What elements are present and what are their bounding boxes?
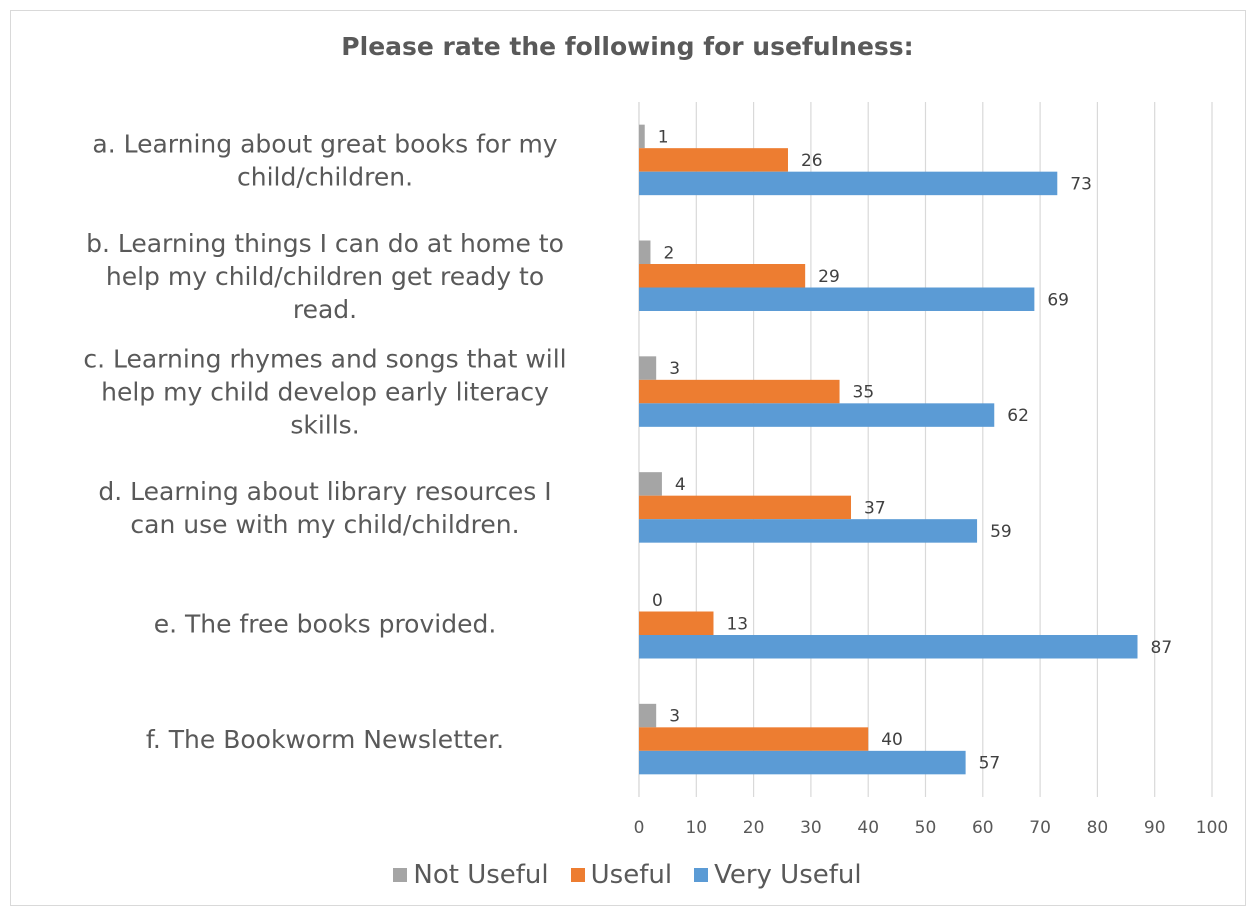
bar-not-useful-2: [639, 356, 657, 380]
category-label: b. Learning things I can do at home to: [86, 229, 564, 258]
data-label: 73: [1070, 174, 1092, 194]
bar-very-useful-1: [639, 287, 1035, 311]
data-label: 59: [990, 522, 1012, 542]
data-label: 62: [1007, 406, 1029, 426]
category-label: can use with my child/children.: [130, 510, 519, 539]
data-label: 29: [818, 267, 840, 287]
category-label: help my child/children get ready to: [106, 262, 544, 291]
legend-item-not-useful: Not Useful: [393, 860, 549, 890]
category-labels: a. Learning about great books for my chil…: [83, 129, 566, 754]
bar-very-useful-4: [639, 635, 1138, 659]
category-label: child/children.: [237, 162, 413, 191]
bar-useful-2: [639, 379, 840, 404]
category-label: c. Learning rhymes and songs that will: [83, 345, 566, 374]
x-tick-label: 30: [800, 818, 822, 838]
data-label: 3: [669, 359, 680, 379]
bar-very-useful-3: [639, 519, 978, 543]
x-tick-label: 80: [1087, 818, 1109, 838]
legend-label: Very Useful: [714, 860, 862, 890]
bar-very-useful-0: [639, 171, 1058, 196]
legend-swatch: [694, 868, 709, 882]
data-label: 69: [1047, 290, 1069, 310]
gridlines: [638, 102, 1213, 797]
bar-not-useful-5: [639, 703, 657, 728]
legend-label: Useful: [590, 860, 673, 890]
chart-title: Please rate the following for usefulness…: [341, 32, 914, 61]
data-labels: 1 26 73 2 29 69 3 35 62 4 37 59 0 13 87 3 40 57: [652, 127, 1172, 773]
category-label: skills.: [290, 411, 359, 440]
bar-very-useful-5: [639, 750, 966, 775]
data-label: 35: [853, 383, 875, 403]
legend-item-very-useful: Very Useful: [694, 860, 862, 890]
data-label: 37: [864, 498, 886, 518]
data-label: 0: [652, 591, 663, 611]
x-tick-label: 60: [972, 818, 994, 838]
data-label: 57: [979, 754, 1001, 774]
data-label: 2: [663, 243, 674, 263]
bar-very-useful-2: [639, 403, 995, 427]
legend-item-useful: Useful: [570, 860, 673, 890]
data-label: 40: [881, 730, 903, 750]
data-label: 4: [675, 475, 686, 495]
bar-useful-5: [639, 727, 869, 751]
data-label: 3: [669, 707, 680, 727]
data-label: 87: [1151, 638, 1173, 658]
legend-swatch: [393, 868, 408, 882]
category-label: e. The free books provided.: [154, 609, 497, 638]
legend-swatch: [570, 868, 585, 882]
x-tick-label: 100: [1196, 818, 1228, 838]
bar-useful-4: [639, 611, 714, 635]
category-label: d. Learning about library resources I: [98, 477, 551, 506]
bar-not-useful-3: [639, 472, 662, 496]
x-tick-label: 0: [634, 818, 645, 838]
bar-useful-0: [639, 148, 788, 172]
bars: [639, 124, 1138, 775]
data-label: 13: [726, 614, 748, 634]
x-tick-label: 50: [915, 818, 937, 838]
x-tick-label: 20: [743, 818, 765, 838]
data-label: 1: [658, 127, 669, 147]
bar-not-useful-1: [639, 240, 651, 264]
category-label: read.: [293, 295, 357, 324]
x-tick-label: 40: [857, 818, 879, 838]
x-tick-label: 10: [685, 818, 707, 838]
legend: Not Useful Useful Very Useful: [0, 860, 1255, 890]
bar-useful-1: [639, 264, 806, 288]
legend-label: Not Useful: [413, 860, 549, 890]
x-tick-label: 90: [1144, 818, 1166, 838]
x-tick-label: 70: [1029, 818, 1051, 838]
bar-not-useful-0: [639, 124, 645, 149]
category-label: f. The Bookworm Newsletter.: [146, 725, 504, 754]
data-label: 26: [801, 151, 823, 171]
x-axis-ticks: 0 10 20 30 40 50 60 70 80 90 100: [634, 818, 1229, 838]
category-label: help my child develop early literacy: [101, 378, 549, 407]
bar-useful-3: [639, 495, 852, 520]
category-label: a. Learning about great books for my: [92, 129, 557, 158]
